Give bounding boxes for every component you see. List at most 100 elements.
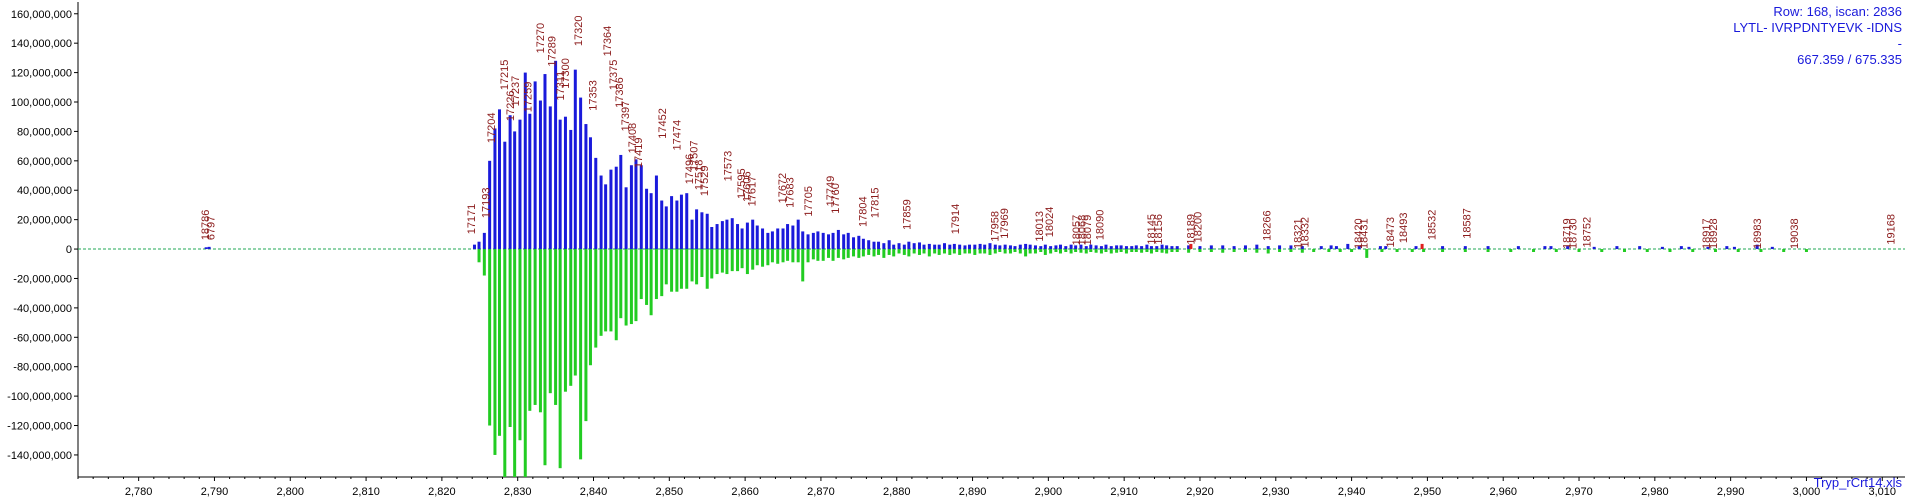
upper-bar xyxy=(1378,246,1382,250)
upper-bar xyxy=(1755,244,1759,250)
lower-bar xyxy=(1069,249,1073,254)
lower-bar xyxy=(907,249,911,257)
upper-bar xyxy=(1187,245,1191,250)
upper-bar xyxy=(1175,246,1179,250)
lower-bar xyxy=(482,249,486,276)
upper-bar xyxy=(685,193,689,250)
mz-text: 667.359 / 675.335 xyxy=(1797,52,1902,67)
peak-annotation: 17815 xyxy=(870,188,882,219)
lower-bar xyxy=(1486,249,1490,252)
lower-bar xyxy=(761,249,765,267)
upper-bar xyxy=(1770,246,1774,250)
lower-bar xyxy=(700,249,704,277)
upper-bar xyxy=(660,200,664,250)
upper-bar xyxy=(821,232,825,250)
peak-annotation: 18786 xyxy=(200,210,212,241)
lower-bar xyxy=(1209,249,1213,252)
upper-bar xyxy=(1463,246,1467,250)
lower-bar xyxy=(1243,249,1247,252)
lower-bar xyxy=(1759,249,1763,252)
peak-annotation: 17353 xyxy=(588,80,600,111)
lower-bar xyxy=(1054,249,1058,252)
lower-bar xyxy=(1338,249,1342,252)
upper-bar xyxy=(1384,246,1388,250)
peak-annotation: 17859 xyxy=(901,199,913,230)
lower-bar xyxy=(1350,249,1354,252)
upper-bar xyxy=(857,235,861,250)
x-tick-label: 2,790 xyxy=(201,486,229,498)
lower-bar xyxy=(508,249,512,427)
lower-bar xyxy=(902,249,906,255)
lower-bar xyxy=(609,249,613,332)
upper-bar xyxy=(1124,246,1128,250)
y-tick-label: 100,000,000 xyxy=(11,97,72,109)
peak-annotation: 17375 xyxy=(608,60,620,91)
upper-bar xyxy=(882,243,886,250)
upper-bar xyxy=(836,229,840,250)
lower-bar xyxy=(1278,249,1282,252)
lower-bar xyxy=(1170,249,1174,252)
lower-bar xyxy=(842,249,846,260)
lower-bar xyxy=(1104,249,1108,252)
file-name-text: Tryp_rCrt14.xls xyxy=(1813,475,1902,490)
lower-bar xyxy=(548,249,552,394)
lower-bar xyxy=(594,249,598,348)
peak-annotation: 18266 xyxy=(1261,210,1273,241)
lower-bar xyxy=(1410,249,1414,252)
lower-bar xyxy=(978,249,982,254)
peak-annotation: 17226 xyxy=(505,90,517,121)
upper-bar xyxy=(1064,246,1068,250)
x-tick-label: 2,820 xyxy=(428,486,456,498)
lower-bar xyxy=(670,249,674,292)
upper-bar xyxy=(725,219,729,250)
peak-annotation: 18928 xyxy=(1708,218,1720,249)
y-tick-label: 0 xyxy=(66,244,72,256)
upper-bar xyxy=(493,128,497,250)
upper-bar xyxy=(604,184,608,250)
y-tick-label: 20,000,000 xyxy=(17,215,72,227)
upper-bar xyxy=(573,69,577,250)
peak-annotation: 17683 xyxy=(785,177,797,208)
lower-bar xyxy=(1645,249,1649,252)
upper-bar xyxy=(720,221,724,250)
upper-bar xyxy=(1660,246,1664,250)
lower-bar xyxy=(892,249,896,257)
lower-bar xyxy=(861,249,865,257)
upper-bar xyxy=(983,244,987,250)
lower-bar xyxy=(781,249,785,263)
lower-bar xyxy=(973,249,977,255)
upper-bar xyxy=(543,74,547,250)
y-tick-label: 140,000,000 xyxy=(11,38,72,50)
lower-bar xyxy=(958,249,962,255)
info-panel: Row: 168, iscan: 2836 LYTL- IVRPDNTYEVK … xyxy=(1733,4,1902,68)
lower-bar xyxy=(1140,249,1144,253)
lower-bar xyxy=(584,249,588,422)
upper-bar xyxy=(1140,246,1144,250)
upper-bar xyxy=(1706,246,1710,250)
upper-bar xyxy=(675,200,679,250)
lower-bar xyxy=(801,249,805,282)
lower-bar xyxy=(624,249,628,326)
lower-bar xyxy=(588,249,592,366)
lower-bar xyxy=(806,249,810,263)
lower-bar xyxy=(649,249,653,316)
peak-annotation: 17259 xyxy=(522,82,534,113)
lower-bar xyxy=(968,249,972,254)
lower-bar xyxy=(882,249,886,258)
lower-bar xyxy=(1577,249,1581,252)
peak-annotation: 19168 xyxy=(1885,214,1897,245)
upper-bar xyxy=(1441,246,1445,250)
x-tick-label: 2,970 xyxy=(1565,486,1593,498)
lower-bar xyxy=(1084,249,1088,254)
upper-bar xyxy=(998,245,1002,250)
upper-bar xyxy=(927,243,931,250)
upper-bar xyxy=(1414,246,1418,250)
lower-bar xyxy=(1623,249,1627,252)
lower-bar xyxy=(1124,249,1128,254)
y-tick-label: 40,000,000 xyxy=(17,185,72,197)
peak-annotation: 18473 xyxy=(1385,217,1397,248)
x-tick-label: 2,920 xyxy=(1186,486,1214,498)
lower-bar xyxy=(846,249,850,258)
peak-annotation: 17573 xyxy=(722,151,734,182)
upper-bar xyxy=(649,193,653,250)
